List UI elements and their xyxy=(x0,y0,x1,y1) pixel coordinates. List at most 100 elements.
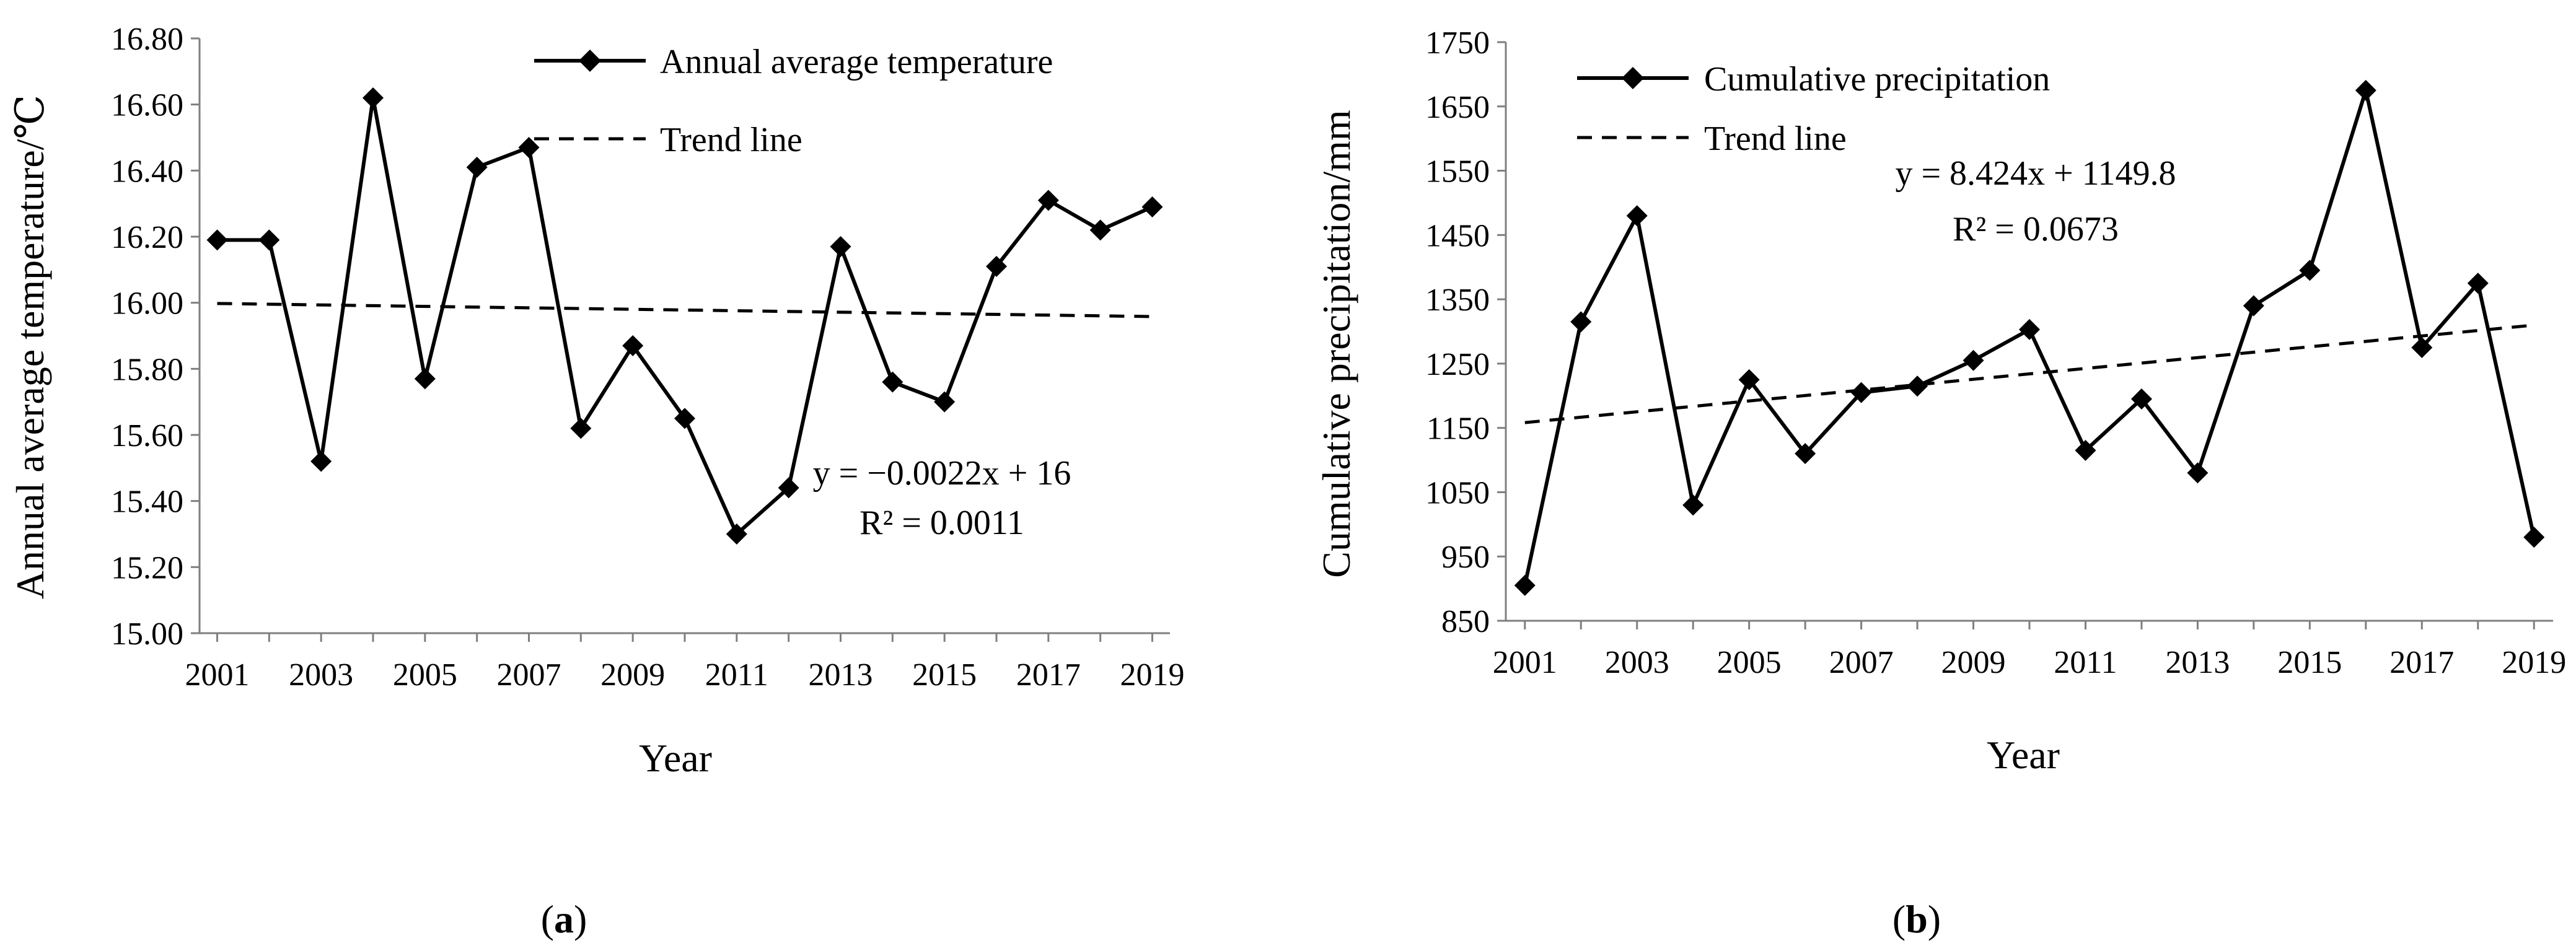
panel-a-y-tick-label: 15.20 xyxy=(111,550,183,585)
panel-b-x-tick-label: 2007 xyxy=(1829,645,1894,680)
panel-b-trend-r2: R² = 0.0673 xyxy=(1953,210,2119,248)
panel-b-data-point-2016 xyxy=(2355,79,2376,101)
panel-b-y-tick-label: 1150 xyxy=(1426,411,1490,447)
panel-b-data-point-2001 xyxy=(1514,574,1536,596)
panel-a-data-point-2009 xyxy=(622,335,644,356)
panel-b-x-tick-label: 2005 xyxy=(1717,645,1782,680)
panel-b-label-letter: b xyxy=(1906,897,1928,941)
panel-a-trend-line xyxy=(217,302,1153,318)
panel-a-data-point-2002 xyxy=(258,229,280,251)
panel-a-data-point-2018 xyxy=(1089,219,1111,241)
panel-a-data-point-2014 xyxy=(882,371,903,393)
panel-b-data-point-2006 xyxy=(1795,443,1816,465)
panel-b-data-point-2008 xyxy=(1907,375,1928,397)
panel-b-trend-equation: y = 8.424x + 1149.8 xyxy=(1895,154,2176,193)
panel-a-x-tick-label: 2015 xyxy=(912,657,977,693)
panel-a-x-tick-label: 2005 xyxy=(393,657,457,693)
panel-a-x-tick-label: 2019 xyxy=(1120,657,1184,693)
legend-b-trend-label: Trend line xyxy=(1704,120,1847,158)
panel-b-markers xyxy=(1514,79,2545,596)
panel-b-x-tick-label: 2001 xyxy=(1493,645,1557,680)
panel-a-x-ticks: 2001 2003 2005 2007 2009 2011 2013 2015 2017 2019 xyxy=(185,633,1184,693)
panel-a-x-tick-label: 2013 xyxy=(808,657,873,693)
panel-a-y-tick-label: 16.00 xyxy=(111,286,183,322)
panel-a-y-tick-label: 16.40 xyxy=(111,154,183,189)
panel-b-y-tick-label: 1250 xyxy=(1425,347,1490,382)
panel-a-data-point-2016 xyxy=(985,256,1007,277)
panel-b-data-point-2015 xyxy=(2299,260,2321,281)
panel-a-data-point-2015 xyxy=(934,391,956,413)
panel-a-y-tick-label: 16.60 xyxy=(111,88,183,123)
panel-a-trend-equation: y = −0.0022x + 16 xyxy=(813,454,1071,493)
panel-a-data-point-2019 xyxy=(1141,196,1163,217)
panel-a-data-point-2017 xyxy=(1037,190,1059,211)
panel-b-data-point-2007 xyxy=(1850,382,1872,403)
panel-b-y-tick-label: 1350 xyxy=(1425,283,1490,318)
panel-a-y-tick-label: 16.80 xyxy=(111,22,183,57)
panel-b-y-tick-label: 1650 xyxy=(1425,90,1490,125)
panel-b-x-tick-label: 2013 xyxy=(2165,645,2230,680)
panel-a-data-point-2013 xyxy=(830,236,851,257)
panel-b-data-point-2005 xyxy=(1738,369,1760,390)
panel-b-x-tick-label: 2009 xyxy=(1941,645,2006,680)
panel-a-data-point-2004 xyxy=(363,87,384,108)
panel-b-precipitation-chart: 850 950 1050 1150 1250 1350 1450 1550 1650 1750 2… xyxy=(1314,25,2566,941)
panel-a-x-axis-title: Year xyxy=(639,736,712,780)
panel-a-legend: Annual average temperature Trend line xyxy=(534,43,1053,159)
panel-b-x-ticks: 2001 2003 2005 2007 2009 2011 2013 2015 2017 2019 xyxy=(1493,621,2566,680)
legend-b-diamond-icon xyxy=(1622,67,1644,89)
panel-a-label-letter: a xyxy=(554,897,574,941)
panel-b-x-tick-label: 2003 xyxy=(1605,645,1669,680)
panel-b-y-tick-label: 1550 xyxy=(1425,154,1490,190)
panel-b-y-tick-label: 850 xyxy=(1441,604,1490,639)
panel-b-data-point-2013 xyxy=(2187,462,2209,484)
panel-a-x-tick-label: 2011 xyxy=(705,657,768,693)
panel-a-x-tick-label: 2009 xyxy=(600,657,665,693)
legend-a-trend-label: Trend line xyxy=(660,121,802,159)
panel-b-data-point-2009 xyxy=(1963,349,1984,371)
panel-b-trend-line xyxy=(1524,323,2534,424)
panel-b-data-point-2019 xyxy=(2523,527,2545,548)
panel-b-label: (b) xyxy=(1892,897,1941,941)
panel-a-y-tick-label: 15.80 xyxy=(111,352,183,387)
panel-a-label: (a) xyxy=(541,897,587,941)
panel-b-x-tick-label: 2019 xyxy=(2502,645,2566,680)
panel-a-data-point-2006 xyxy=(466,157,488,178)
panel-a-x-tick-label: 2007 xyxy=(497,657,561,693)
panel-a-trend-r2: R² = 0.0011 xyxy=(859,504,1024,542)
panel-a-data-point-2012 xyxy=(778,477,799,499)
panel-b-data-point-2003 xyxy=(1626,205,1648,227)
panel-a-data-point-2011 xyxy=(726,524,747,545)
legend-a-series-label: Annual average temperature xyxy=(660,43,1053,81)
panel-a-x-tick-label: 2017 xyxy=(1016,657,1081,693)
panel-b-x-axis-title: Year xyxy=(1987,733,2060,777)
panel-b-y-axis-title: Cumulative precipitation/mm xyxy=(1314,110,1358,577)
panel-b-data-point-2011 xyxy=(2075,439,2096,461)
panel-b-x-tick-label: 2011 xyxy=(2054,645,2117,680)
panel-b-data-point-2002 xyxy=(1570,311,1592,333)
panel-a-data-point-2001 xyxy=(206,229,228,251)
panel-a-data-point-2010 xyxy=(674,408,695,429)
panel-a-data-point-2007 xyxy=(518,137,540,158)
panel-b-data-point-2004 xyxy=(1682,494,1704,516)
panel-b-data-point-2018 xyxy=(2467,273,2489,294)
panel-b-data-point-2017 xyxy=(2411,336,2433,358)
panel-b-legend: Cumulative precipitation Trend line xyxy=(1577,60,2050,158)
panel-a-markers xyxy=(206,87,1163,545)
panel-a-temperature-chart: 15.00 15.20 15.40 15.60 15.80 16.00 16.20 16.40… xyxy=(8,22,1184,941)
panel-b-y-tick-label: 950 xyxy=(1441,540,1490,575)
panel-a-x-tick-label: 2001 xyxy=(185,657,250,693)
legend-a-diamond-icon xyxy=(579,50,601,72)
panel-b-x-tick-label: 2017 xyxy=(2389,645,2454,680)
panel-b-y-tick-label: 1050 xyxy=(1425,475,1490,511)
panel-a-x-tick-label: 2003 xyxy=(289,657,353,693)
panel-a-data-point-2005 xyxy=(414,368,436,390)
panel-b-x-tick-label: 2015 xyxy=(2277,645,2342,680)
panel-a-data-point-2003 xyxy=(310,450,332,472)
panel-b-y-ticks: 850 950 1050 1150 1250 1350 1450 1550 1650 1750 xyxy=(1425,25,1506,639)
panel-a-y-tick-label: 16.20 xyxy=(111,220,183,255)
panel-a-y-tick-label: 15.40 xyxy=(111,484,183,520)
panel-a-data-point-2008 xyxy=(570,418,592,439)
panel-b-data-point-2014 xyxy=(2243,295,2264,317)
panel-a-y-tick-label: 15.60 xyxy=(111,418,183,454)
